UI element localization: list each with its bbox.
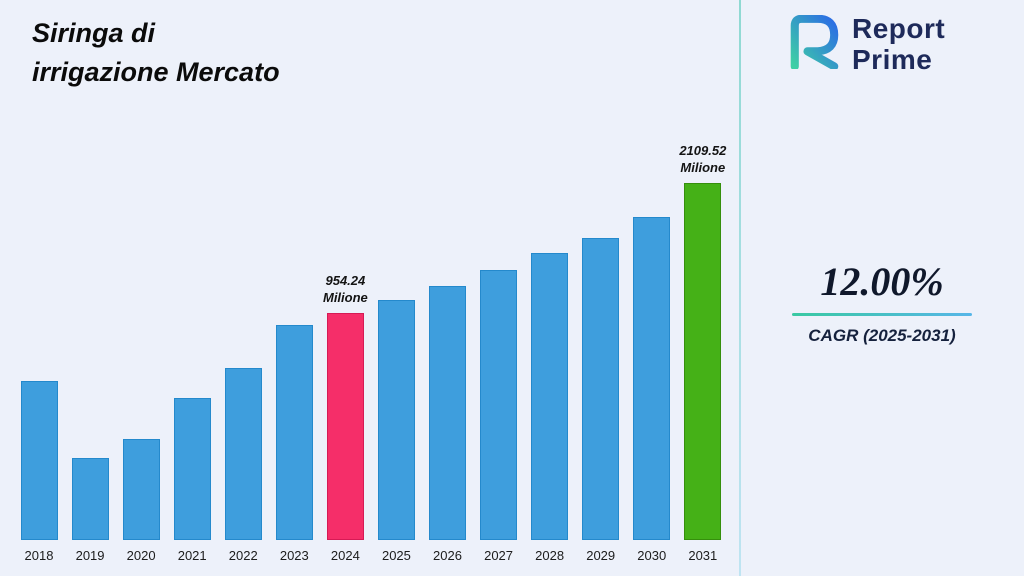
bar-column-2024: 954.24 Milione 2024 (320, 96, 370, 566)
x-axis-label-2024: 2024 (330, 548, 360, 563)
x-axis-label-2029: 2029 (586, 548, 616, 563)
bar-2029 (582, 238, 620, 540)
bar-column-2019: 2019 (65, 96, 115, 566)
x-axis-label-2021: 2021 (177, 548, 207, 563)
x-axis-label-2018: 2018 (24, 548, 54, 563)
bar-column-2026: 2026 (423, 96, 473, 566)
x-axis-label-2027: 2027 (484, 548, 514, 563)
bar-column-2030: 2030 (627, 96, 677, 566)
x-axis-label-2030: 2030 (637, 548, 667, 563)
cagr-underline (792, 313, 972, 316)
bar-2024 (326, 313, 364, 540)
cagr-block: 12.00% CAGR (2025-2031) (772, 258, 992, 346)
cagr-value: 12.00% (820, 259, 944, 304)
x-axis-label-2019: 2019 (75, 548, 105, 563)
x-axis-label-2026: 2026 (433, 548, 462, 563)
bar-column-2027: 2027 (474, 96, 524, 566)
bar-value-label-2024: 954.24 Milione (322, 273, 368, 306)
bar-column-2028: 2028 (525, 96, 575, 566)
bar-column-2029: 2029 (576, 96, 626, 566)
bar-column-2018: 2018 (14, 96, 64, 566)
bar-column-2022: 2022 (218, 96, 268, 566)
x-axis-label-2023: 2023 (279, 548, 309, 563)
x-axis-label-2020: 2020 (126, 548, 156, 563)
bar-column-2023: 2023 (269, 96, 319, 566)
bar-2023 (275, 325, 313, 540)
x-axis-label-2022: 2022 (228, 548, 258, 563)
page-title: Siringa di irrigazione Mercato (32, 14, 280, 92)
x-axis-label-2025: 2025 (381, 548, 411, 563)
report-prime-logo: Report Prime (782, 13, 946, 76)
x-axis-label-2028: 2028 (535, 548, 565, 563)
bar-2019 (71, 458, 109, 540)
bar-2022 (224, 368, 262, 540)
bar-2030 (633, 217, 671, 540)
x-axis-label-2031: 2031 (688, 548, 718, 563)
bar-column-2031: 2109.52 Milione 2031 (678, 96, 728, 566)
bar-column-2025: 2025 (371, 96, 421, 566)
bar-2018 (20, 381, 58, 540)
page-title-line1: Siringa di (32, 18, 156, 48)
logo-text-line1: Report (852, 13, 946, 44)
bar-2026 (429, 286, 466, 540)
vertical-divider (739, 0, 741, 576)
bar-column-2021: 2021 (167, 96, 217, 566)
cagr-label: CAGR (2025-2031) (808, 326, 956, 345)
bar-2027 (480, 270, 518, 540)
report-prime-logo-text: Report Prime (852, 13, 946, 76)
bar-2031 (684, 183, 722, 540)
logo-text-line2: Prime (852, 43, 933, 75)
page-title-line2: irrigazione Mercato (32, 57, 280, 88)
bar-column-2020: 2020 (116, 96, 166, 566)
bar-2020 (122, 439, 160, 540)
bar-2021 (173, 398, 211, 540)
report-prime-logo-icon (782, 15, 840, 74)
bar-2028 (531, 253, 569, 540)
bar-2025 (377, 300, 415, 540)
bar-value-label-2031: 2109.52 Milione (679, 143, 727, 176)
market-bar-chart: 2018 2019 2020 2021 2022 2023 954.24 Milione 202… (14, 96, 728, 566)
